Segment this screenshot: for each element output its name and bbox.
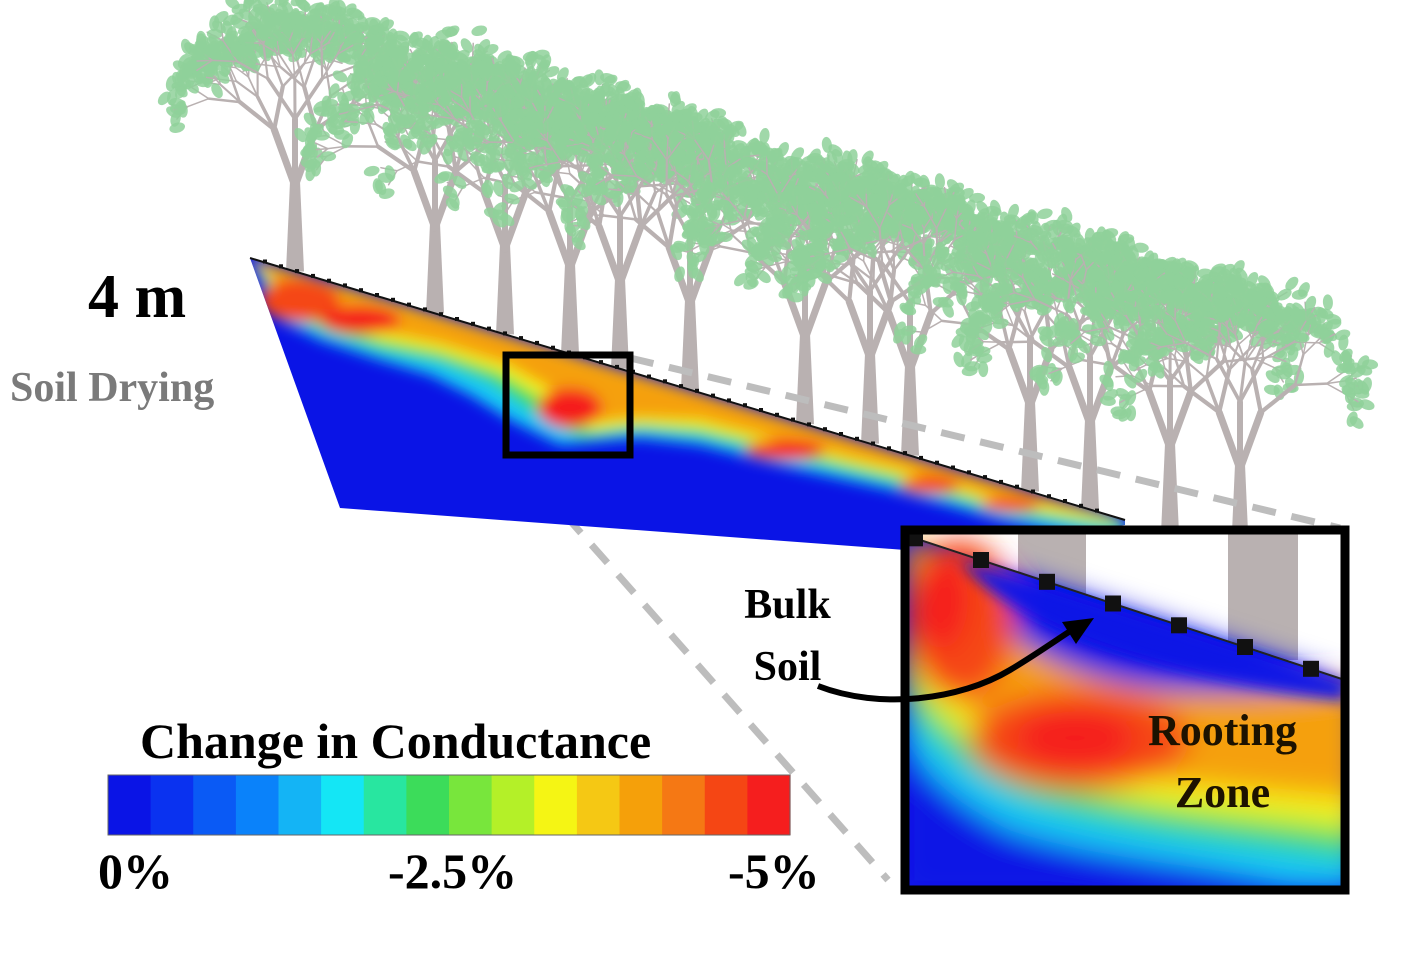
electrode-icon	[1171, 617, 1187, 634]
electrode-icon	[871, 441, 875, 446]
colorbar-step	[321, 775, 365, 835]
colorbar-step	[108, 775, 152, 835]
electrode-icon	[295, 269, 299, 274]
electrode-icon	[1039, 573, 1055, 590]
curved-arrow-icon	[816, 618, 1094, 703]
colorbar-step	[449, 775, 493, 835]
rooting-zone-line2: Zone	[1174, 768, 1271, 817]
electrode-icon	[973, 552, 989, 568]
electrode-icon	[919, 455, 923, 460]
electrode-icon	[1047, 494, 1051, 499]
colorbar-step	[491, 775, 535, 835]
electrode-icon	[839, 432, 843, 436]
electrode-icon	[407, 302, 411, 307]
rooting-zone-line1: Rooting	[1147, 706, 1298, 755]
colorbar-title: Change in Conductance	[140, 713, 652, 769]
electrode-icon	[887, 446, 891, 451]
electrode-icon	[1095, 508, 1099, 513]
colorbar-step	[747, 775, 791, 835]
electrode-icon	[551, 345, 555, 350]
tree-icon	[1099, 274, 1379, 555]
electrode-icon	[327, 278, 331, 283]
colorbar-step	[534, 775, 578, 835]
colorbar-tick-mid: -2.5%	[388, 843, 518, 899]
colorbar-steps	[108, 775, 791, 835]
electrode-icon	[663, 379, 667, 384]
electrode-icon	[1031, 489, 1035, 494]
electrode-icon	[903, 451, 907, 456]
colorbar-step	[363, 775, 407, 835]
electrode-icon	[695, 388, 699, 393]
bulk-soil-label: Bulk Soil	[700, 574, 875, 698]
electrode-icon	[263, 259, 267, 264]
electrode-icon	[615, 364, 619, 369]
electrode-icon	[647, 374, 651, 379]
electrode-icon	[279, 264, 283, 269]
colorbar-step	[704, 775, 748, 835]
colorbar	[107, 774, 791, 836]
bulk-soil-line2: Soil	[753, 644, 822, 690]
colorbar-step	[662, 775, 706, 835]
colorbar-step	[619, 775, 663, 835]
electrode-icon	[439, 312, 443, 317]
electrode-icon	[775, 412, 779, 417]
electrode-icon	[791, 417, 795, 422]
tree-icon	[773, 172, 1046, 456]
electrode-icon	[391, 297, 395, 302]
electrode-icon	[983, 475, 987, 480]
electrode-icon	[471, 321, 475, 326]
electrode-icon	[1063, 499, 1067, 503]
electrode-icon	[727, 398, 731, 403]
electrode-icon	[999, 479, 1003, 484]
electrode-icon	[343, 283, 347, 288]
colorbar-tick-min: 0%	[98, 843, 173, 899]
callout-box	[502, 351, 634, 459]
electrode-icon	[855, 436, 859, 441]
process-label: Soil Drying	[10, 365, 215, 411]
electrode-icon	[599, 360, 603, 365]
colorbar-step	[235, 775, 280, 835]
electrode-icon	[679, 384, 683, 389]
electrode-icon	[711, 393, 715, 398]
electrode-icon	[967, 470, 971, 475]
colorbar-step	[150, 775, 194, 835]
electrode-icon	[487, 326, 491, 331]
electrode-icon	[1079, 503, 1083, 508]
electrode-icon	[1303, 660, 1319, 677]
electrode-icon	[519, 336, 523, 341]
electrode-icon	[1237, 639, 1253, 655]
electrode-icon	[743, 403, 747, 408]
electrode-icon	[907, 530, 1319, 677]
electrode-icon	[823, 427, 827, 432]
soil-section	[249, 257, 1126, 550]
electrode-icon	[1015, 484, 1019, 489]
callout-guides	[509, 354, 1341, 883]
electrode-icon	[935, 460, 939, 465]
bulk-soil-line1: Bulk	[744, 582, 831, 628]
electrode-icon	[311, 273, 315, 278]
rooting-zone-label: Rooting Zone	[1120, 700, 1325, 824]
electrode-icon	[807, 422, 811, 427]
colorbar-step	[576, 775, 621, 835]
electrode-icon	[423, 307, 427, 312]
electrode-icon	[1105, 595, 1121, 612]
inset-zoom	[900, 525, 1350, 895]
electrode-icon	[535, 340, 539, 345]
electrode-icon	[759, 408, 763, 412]
electrode-icon	[951, 465, 955, 470]
electrode-icon	[503, 331, 507, 336]
scale-label: 4 m	[88, 263, 187, 331]
electrode-icon	[375, 293, 379, 297]
colorbar-tick-max: -5%	[728, 843, 820, 899]
electrode-icon	[359, 288, 363, 293]
colorbar-step	[278, 775, 322, 835]
tree-row	[157, 0, 1379, 555]
colorbar-step	[193, 775, 237, 835]
electrode-icon	[455, 317, 459, 321]
colorbar-step	[406, 775, 450, 835]
